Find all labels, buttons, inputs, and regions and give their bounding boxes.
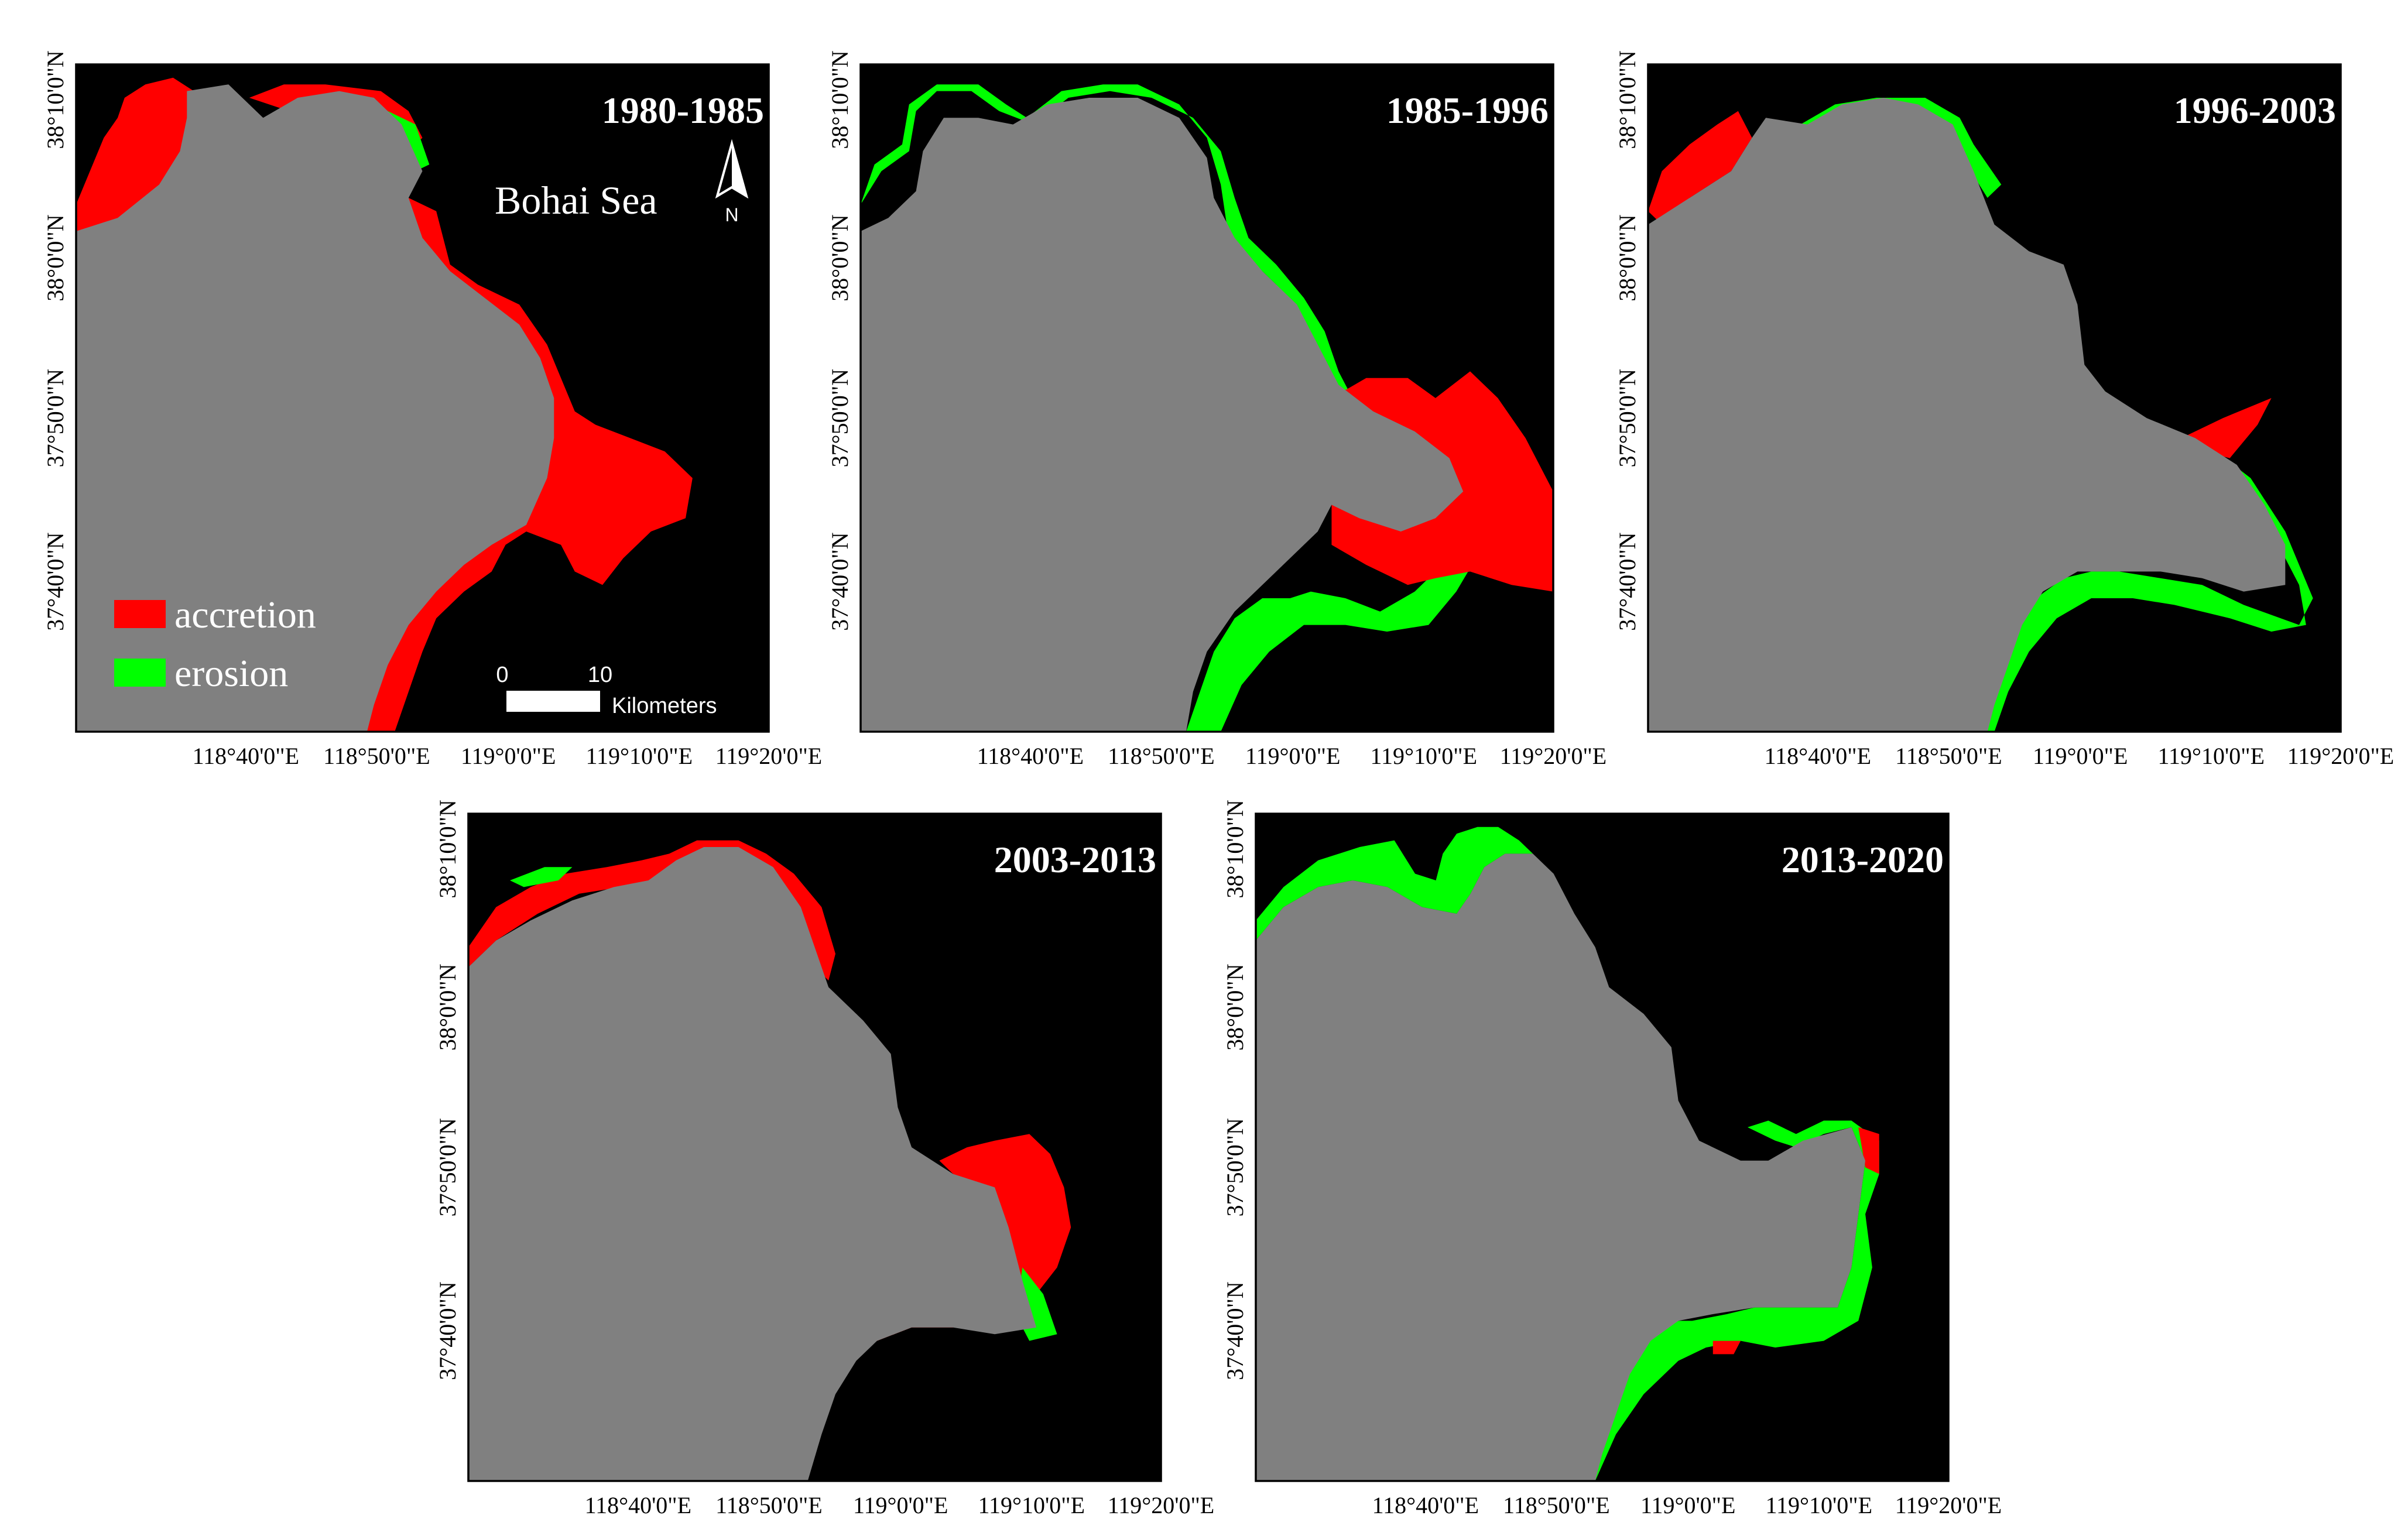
y-tick-label: 38°0'0"N: [42, 214, 68, 301]
y-tick-label: 37°50'0"N: [42, 369, 68, 467]
panel-title: 2013-2020: [1782, 839, 1944, 880]
y-tick-label: 38°10'0"N: [434, 800, 461, 898]
y-tick-label: 38°10'0"N: [1614, 50, 1640, 149]
scale-end-label: 10: [588, 663, 612, 687]
x-tick-label: 119°20'0"E: [2287, 743, 2394, 769]
y-tick-label: 38°10'0"N: [42, 50, 68, 149]
y-tick-label: 38°0'0"N: [434, 964, 461, 1050]
erosion-area: [1256, 827, 1533, 941]
land-area: [1648, 97, 2286, 732]
x-tick-label: 118°50'0"E: [715, 1492, 822, 1518]
x-tick-label: 119°20'0"E: [1108, 1492, 1214, 1518]
y-tick-label: 37°50'0"N: [1614, 369, 1640, 467]
accretion-area: [939, 1134, 1071, 1294]
x-tick-label: 118°40'0"E: [1372, 1492, 1479, 1518]
land-area: [76, 84, 554, 732]
y-tick-label: 38°10'0"N: [1222, 800, 1248, 898]
panel-title: 1980-1985: [602, 90, 764, 131]
x-tick-label: 119°20'0"E: [1500, 743, 1607, 769]
x-tick-label: 118°50'0"E: [1503, 1492, 1609, 1518]
y-tick-label: 37°40'0"N: [42, 532, 68, 630]
y-axis-labels: 38°10'0"N 38°0'0"N 37°50'0"N 37°40'0"N 38°10…: [42, 50, 1640, 1380]
north-label: N: [725, 204, 738, 225]
erosion-area: [1581, 1120, 1879, 1481]
x-tick-label: 119°20'0"E: [715, 743, 822, 769]
y-tick-label: 37°40'0"N: [827, 532, 853, 630]
panel-title: 1996-2003: [2174, 90, 2336, 131]
y-tick-label: 37°50'0"N: [1222, 1118, 1248, 1216]
y-tick-label: 38°0'0"N: [1222, 964, 1248, 1050]
y-tick-label: 37°40'0"N: [1614, 532, 1640, 630]
panel-title: 1985-1996: [1386, 90, 1549, 131]
x-tick-label: 119°10'0"E: [978, 1492, 1085, 1518]
x-tick-label: 118°50'0"E: [1108, 743, 1214, 769]
erosion-area: [1800, 98, 2002, 198]
panel-title: 2003-2013: [994, 839, 1156, 880]
x-tick-label: 118°40'0"E: [585, 1492, 691, 1518]
legend-swatch-accretion: [114, 600, 166, 628]
y-tick-label: 37°40'0"N: [434, 1281, 461, 1380]
x-tick-label: 118°40'0"E: [1765, 743, 1871, 769]
map-panel-1996-2003: [1647, 63, 2342, 733]
y-tick-label: 37°50'0"N: [827, 369, 853, 467]
accretion-area: [76, 77, 194, 238]
x-tick-label: 119°0'0"E: [2033, 743, 2128, 769]
accretion-area: [1712, 1340, 1741, 1355]
x-tick-label: 119°10'0"E: [1766, 1492, 1872, 1518]
erosion-area: [509, 867, 573, 887]
land-area: [1256, 853, 1866, 1481]
y-tick-label: 38°0'0"N: [1614, 214, 1640, 301]
land-area: [861, 97, 1464, 732]
x-tick-label: 118°40'0"E: [193, 743, 299, 769]
x-tick-label: 119°20'0"E: [1895, 1492, 2002, 1518]
y-tick-label: 37°40'0"N: [1222, 1281, 1248, 1380]
x-tick-label: 119°10'0"E: [2158, 743, 2265, 769]
legend-label-erosion: erosion: [174, 652, 288, 695]
x-axis-labels: 118°40'0"E 118°50'0"E 119°0'0"E 119°10'0"E 1…: [193, 743, 2395, 1518]
map-panel-1980-1985: [75, 63, 770, 733]
legend-swatch-erosion: [114, 659, 166, 687]
x-tick-label: 119°0'0"E: [1640, 1492, 1735, 1518]
x-tick-label: 119°10'0"E: [586, 743, 693, 769]
x-tick-label: 119°0'0"E: [853, 1492, 948, 1518]
x-tick-label: 118°40'0"E: [977, 743, 1084, 769]
land-area: [468, 846, 1037, 1481]
sea-label: Bohai Sea: [495, 178, 657, 222]
scale-unit-label: Kilometers: [612, 694, 717, 718]
legend-label-accretion: accretion: [174, 594, 316, 636]
scale-bar: 0 10 Kilometers: [496, 663, 717, 718]
y-tick-label: 38°10'0"N: [827, 50, 853, 149]
accretion-area: [353, 197, 693, 732]
accretion-area: [1858, 1127, 1879, 1174]
x-tick-label: 119°0'0"E: [461, 743, 556, 769]
y-tick-label: 38°0'0"N: [827, 214, 853, 301]
north-arrow-icon: [715, 139, 749, 199]
x-tick-label: 118°50'0"E: [323, 743, 430, 769]
accretion-area: [1648, 111, 1752, 225]
x-tick-label: 119°10'0"E: [1371, 743, 1477, 769]
map-panel-2003-2013: [467, 812, 1162, 1482]
map-panel-2013-2020: [1255, 812, 1950, 1482]
scale-start-label: 0: [496, 663, 508, 687]
y-tick-label: 37°50'0"N: [434, 1118, 461, 1216]
accretion-area: [2181, 398, 2272, 458]
x-tick-label: 118°50'0"E: [1895, 743, 2002, 769]
map-panel-1985-1996: [859, 63, 1554, 733]
legend: accretion erosion: [114, 594, 316, 695]
x-tick-label: 119°0'0"E: [1245, 743, 1340, 769]
